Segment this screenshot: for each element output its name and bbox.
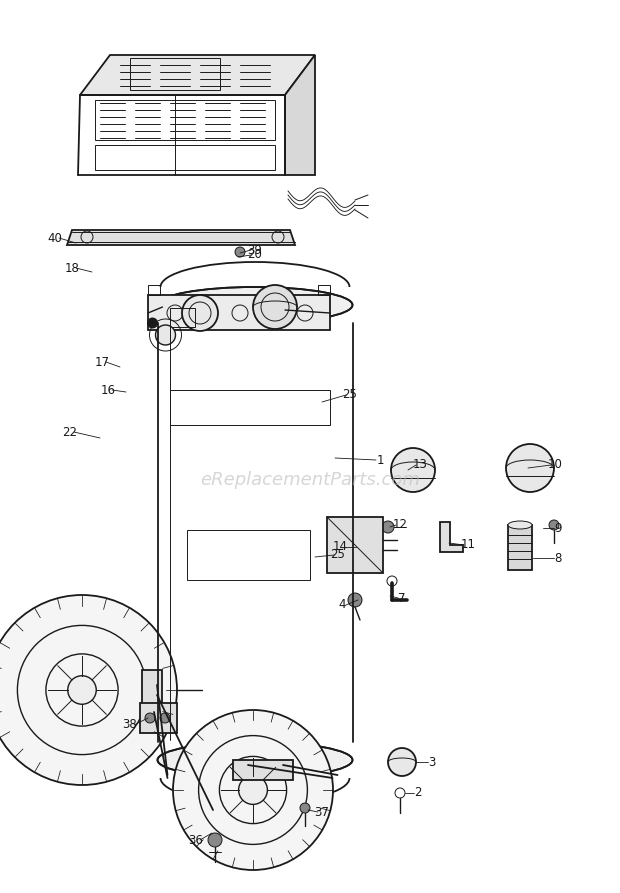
Polygon shape (440, 522, 463, 552)
Text: eReplacementParts.com: eReplacementParts.com (200, 471, 420, 489)
Text: 10: 10 (547, 458, 562, 472)
Text: 25: 25 (330, 548, 345, 562)
Circle shape (182, 295, 218, 331)
Polygon shape (285, 55, 315, 175)
Circle shape (0, 595, 177, 785)
Text: 17: 17 (94, 355, 110, 369)
Circle shape (348, 593, 362, 607)
Text: 40: 40 (48, 231, 63, 245)
Circle shape (148, 318, 157, 328)
Circle shape (391, 448, 435, 492)
Circle shape (235, 247, 245, 257)
Ellipse shape (157, 742, 353, 778)
Circle shape (208, 833, 222, 847)
Text: 18: 18 (64, 262, 79, 274)
Text: 16: 16 (100, 383, 115, 396)
Text: 7: 7 (398, 591, 405, 605)
Circle shape (160, 713, 170, 723)
Circle shape (239, 776, 267, 805)
Text: 36: 36 (188, 833, 203, 847)
Circle shape (17, 625, 146, 755)
Text: 22: 22 (63, 425, 78, 438)
Polygon shape (327, 517, 383, 573)
Circle shape (388, 748, 416, 776)
Text: 11: 11 (461, 538, 476, 552)
Text: 8: 8 (554, 552, 562, 564)
Text: 25: 25 (343, 388, 358, 402)
Circle shape (68, 676, 96, 705)
Circle shape (46, 654, 118, 726)
Circle shape (198, 736, 308, 845)
Text: 38: 38 (123, 719, 138, 731)
Circle shape (506, 444, 554, 492)
Circle shape (382, 521, 394, 533)
Text: 13: 13 (412, 458, 427, 472)
Polygon shape (233, 760, 293, 780)
Circle shape (219, 756, 286, 823)
Polygon shape (80, 55, 315, 95)
Text: 20: 20 (247, 248, 262, 262)
Text: 39: 39 (247, 244, 262, 256)
Text: 4: 4 (339, 598, 346, 612)
Circle shape (549, 520, 559, 530)
Polygon shape (142, 670, 162, 715)
Text: 14: 14 (332, 540, 347, 554)
Polygon shape (140, 703, 177, 733)
Circle shape (300, 803, 310, 813)
Circle shape (156, 325, 175, 345)
Text: 9: 9 (554, 522, 562, 535)
Text: 1: 1 (376, 454, 384, 466)
Polygon shape (508, 525, 532, 570)
Circle shape (173, 710, 333, 870)
Text: 37: 37 (314, 805, 329, 819)
Text: 2: 2 (414, 787, 422, 799)
Polygon shape (67, 230, 295, 245)
Text: 12: 12 (392, 519, 407, 531)
Text: 3: 3 (428, 755, 436, 769)
Ellipse shape (508, 521, 532, 529)
Circle shape (253, 285, 297, 329)
Ellipse shape (157, 287, 353, 323)
Polygon shape (148, 295, 330, 330)
Circle shape (145, 713, 155, 723)
